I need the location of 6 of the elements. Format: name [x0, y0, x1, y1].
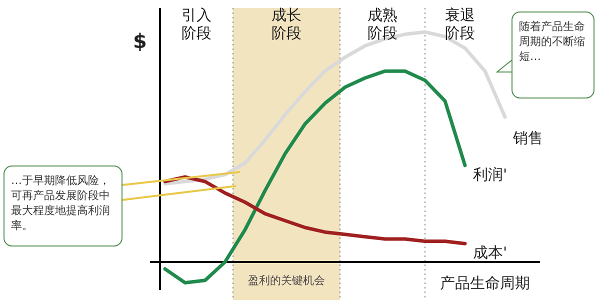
band-label: 盈利的关键机会: [248, 274, 325, 287]
series-label: 销售: [512, 129, 543, 148]
x-axis-title: 产品生命周期: [440, 274, 530, 292]
series-label: 成本': [473, 244, 508, 262]
series-label: 利润': [473, 165, 508, 184]
y-axis-title: $: [133, 29, 147, 53]
